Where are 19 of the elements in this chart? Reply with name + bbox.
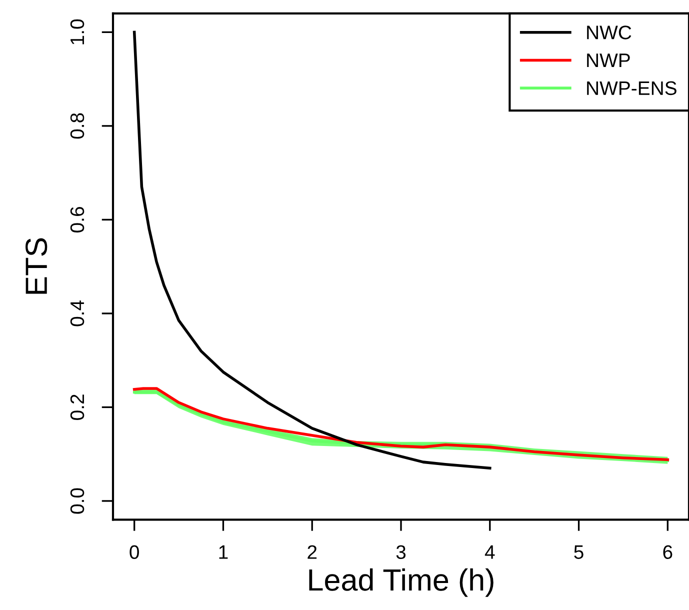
y-tick-label: 0.6 bbox=[70, 207, 84, 232]
x-tick-label: 0 bbox=[130, 545, 139, 560]
x-tick-label: 5 bbox=[574, 545, 584, 560]
legend-label: NWC bbox=[587, 26, 632, 40]
y-tick-label: 0.8 bbox=[70, 113, 84, 139]
line-series bbox=[132, 30, 492, 470]
x-axis-title: Lead Time (h) bbox=[309, 568, 494, 597]
y-tick-label: 1.0 bbox=[70, 19, 84, 44]
x-tick-label: 4 bbox=[484, 545, 495, 559]
x-tick-label: 2 bbox=[308, 545, 317, 559]
y-tick-label: 0.4 bbox=[70, 300, 84, 326]
legend-label: NWP bbox=[587, 54, 630, 68]
y-axis-title: ETS bbox=[26, 238, 48, 294]
x-tick-label: 3 bbox=[396, 545, 406, 560]
x-tick-label: 6 bbox=[663, 545, 672, 560]
y-tick-label: 0.0 bbox=[70, 488, 84, 514]
x-tick-label: 1 bbox=[219, 545, 228, 559]
legend-label: NWP-ENS bbox=[587, 81, 676, 96]
y-tick-label: 0.2 bbox=[70, 394, 84, 420]
